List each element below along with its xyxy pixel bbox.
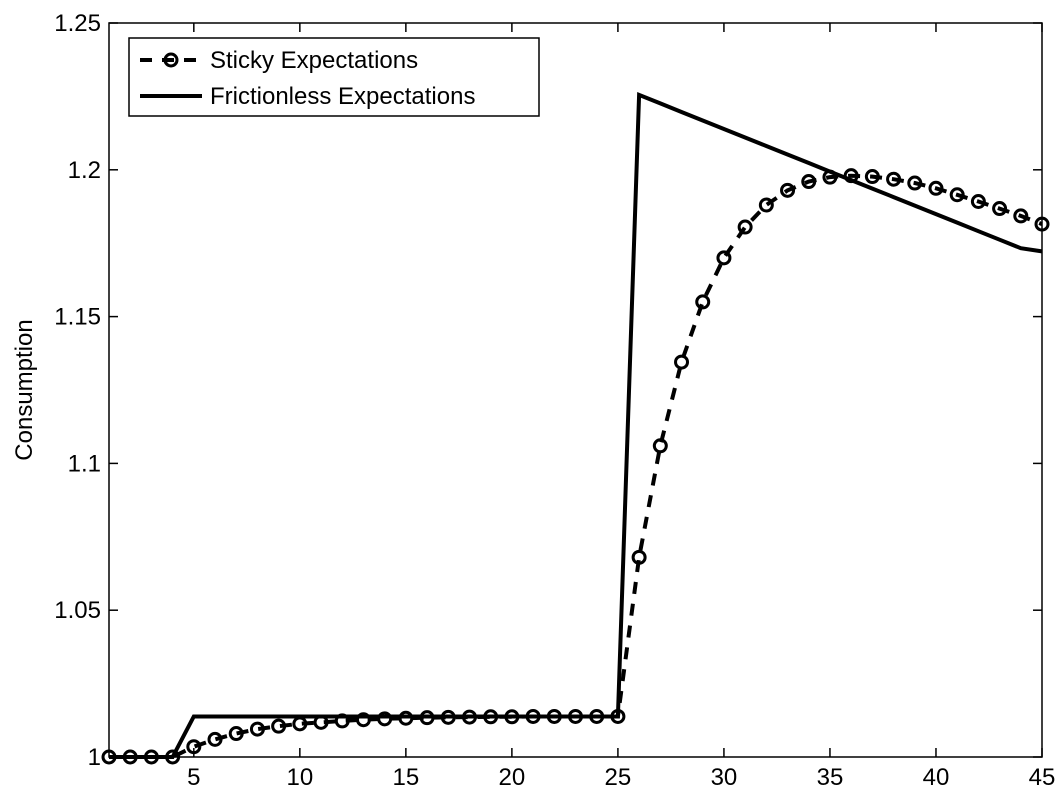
data-point-sticky-expectations (886, 171, 902, 187)
y-tick-label: 1.05 (54, 597, 101, 624)
data-point-sticky-expectations (737, 219, 753, 235)
x-tick-label: 20 (499, 764, 526, 791)
data-point-sticky-expectations (864, 169, 880, 185)
data-point-sticky-expectations (758, 197, 774, 213)
data-point-sticky-expectations (207, 731, 223, 747)
data-point-sticky-expectations (631, 549, 647, 565)
x-tick-label: 5 (187, 764, 200, 791)
data-point-sticky-expectations (1013, 208, 1029, 224)
x-tick-label: 10 (286, 764, 313, 791)
data-point-sticky-expectations (928, 180, 944, 196)
legend: Sticky Expectations Frictionless Expecta… (128, 37, 540, 117)
legend-marker-sticky-expectations (163, 52, 179, 68)
plot-frame (108, 22, 1043, 758)
x-tick-label: 30 (711, 764, 738, 791)
legend-entry-frictionless-expectations: Frictionless Expectations (210, 83, 475, 110)
data-point-sticky-expectations (801, 174, 817, 190)
data-point-sticky-expectations (949, 187, 965, 203)
y-tick-label: 1 (88, 744, 101, 771)
series-line-sticky-expectations (109, 173, 1043, 759)
x-tick-label: 15 (393, 764, 420, 791)
data-point-sticky-expectations (992, 201, 1008, 217)
y-tick-label: 1.15 (54, 304, 101, 331)
data-point-sticky-expectations (355, 712, 371, 728)
data-point-sticky-expectations (377, 711, 393, 727)
data-point-sticky-expectations (907, 175, 923, 191)
data-point-sticky-expectations (780, 182, 796, 198)
x-tick-label: 25 (605, 764, 632, 791)
y-axis-label: Consumption (11, 319, 38, 460)
series-layer (101, 91, 1050, 765)
data-point-sticky-expectations (652, 438, 668, 454)
data-point-sticky-expectations (716, 250, 732, 266)
legend-box (128, 37, 540, 117)
data-point-sticky-expectations (228, 726, 244, 742)
series-line-frictionless-expectations (109, 91, 1043, 759)
data-point-sticky-expectations (249, 721, 265, 737)
data-point-sticky-expectations (970, 194, 986, 210)
y-axis-label-group: Consumption (11, 319, 38, 460)
y-tick-label: 1.25 (54, 10, 101, 37)
data-point-sticky-expectations (674, 354, 690, 370)
x-tick-label: 35 (817, 764, 844, 791)
data-point-sticky-expectations (271, 718, 287, 734)
ticks-layer: 5 10 15 20 25 30 35 40 45 1 1.05 1.1 1.15 1.2 1.25 (54, 10, 1055, 791)
x-tick-label: 45 (1029, 764, 1056, 791)
legend-entry-sticky-expectations: Sticky Expectations (210, 47, 418, 74)
x-tick-label: 40 (923, 764, 950, 791)
y-tick-label: 1.1 (68, 450, 101, 477)
data-point-sticky-expectations (695, 294, 711, 310)
y-tick-label: 1.2 (68, 157, 101, 184)
